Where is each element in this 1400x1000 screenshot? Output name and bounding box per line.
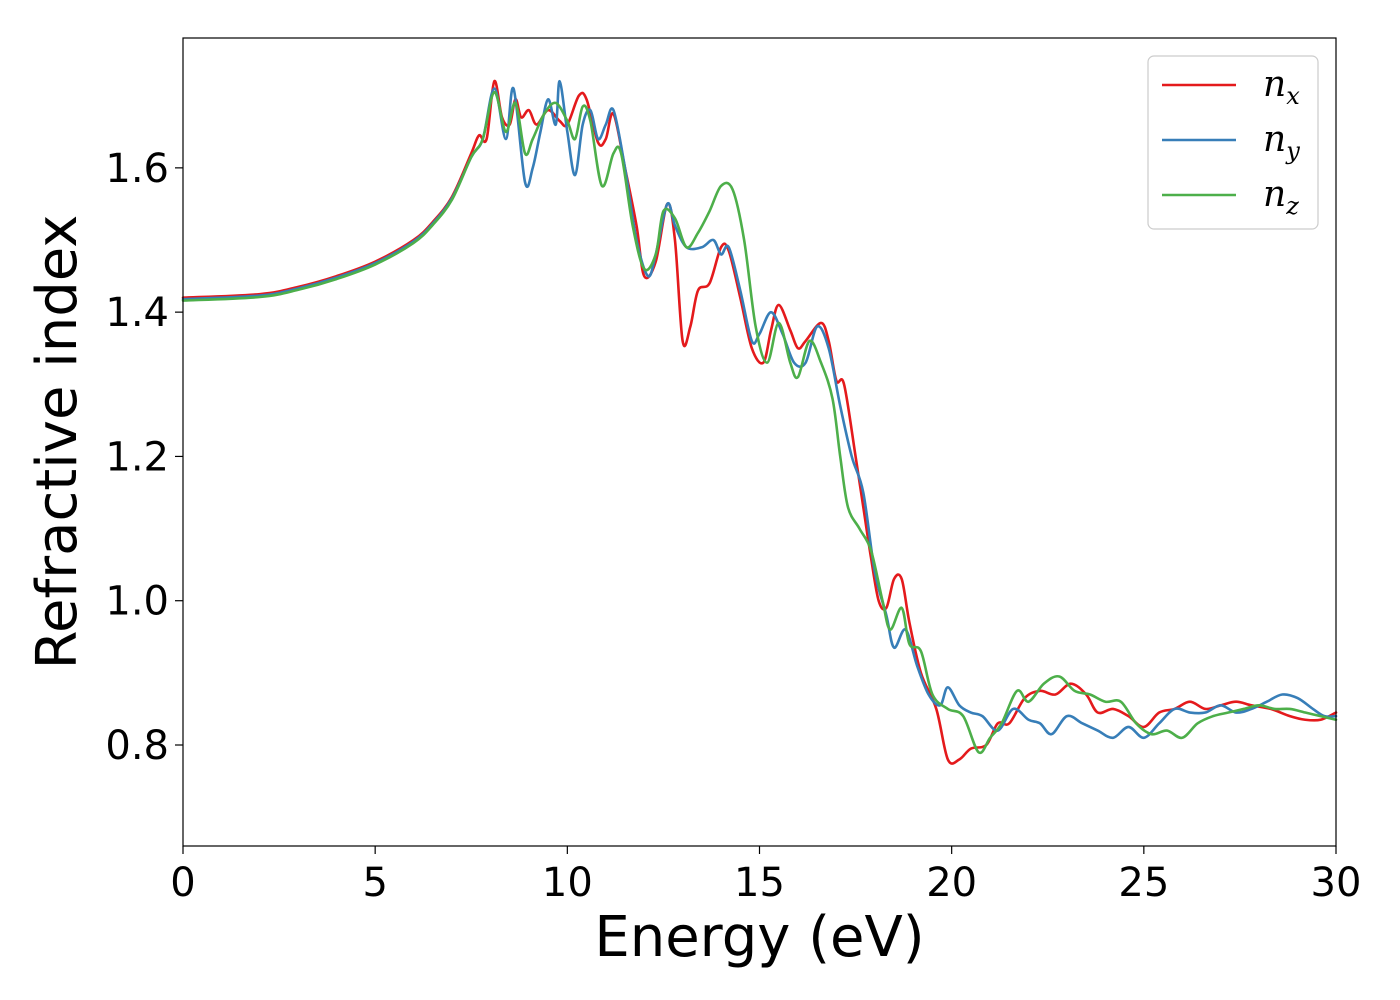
y-axis-ticks: 0.8 1.0 1.2 1.4 1.6 bbox=[105, 146, 183, 769]
y-tick-label: 0.8 bbox=[105, 723, 169, 769]
x-tick-label: 30 bbox=[1311, 860, 1362, 906]
legend-label-nx: nx bbox=[1263, 64, 1300, 110]
legend-items: nx ny nz bbox=[1162, 64, 1300, 220]
y-tick-label: 1.2 bbox=[105, 434, 169, 480]
y-tick-label: 1.4 bbox=[105, 290, 169, 336]
x-tick-label: 15 bbox=[734, 860, 785, 906]
legend-label-nz: nz bbox=[1263, 174, 1299, 220]
legend: nx ny nz bbox=[1147, 55, 1319, 230]
legend-box bbox=[1147, 55, 1319, 230]
x-axis-label: Energy (eV) bbox=[594, 905, 924, 970]
legend-label-ny: ny bbox=[1263, 119, 1300, 165]
series-layer bbox=[181, 79, 1338, 765]
x-tick-label: 10 bbox=[542, 860, 593, 906]
y-tick-label: 1.0 bbox=[105, 579, 169, 625]
x-axis-ticks: 0 5 10 15 20 25 30 bbox=[170, 846, 1361, 906]
y-tick-label: 1.6 bbox=[105, 146, 169, 192]
x-tick-label: 5 bbox=[362, 860, 387, 906]
x-tick-label: 0 bbox=[170, 860, 195, 906]
series-line-nz bbox=[181, 90, 1338, 755]
x-tick-label: 25 bbox=[1118, 860, 1169, 906]
y-axis-label: Refractive index bbox=[25, 215, 90, 670]
x-tick-label: 20 bbox=[926, 860, 977, 906]
